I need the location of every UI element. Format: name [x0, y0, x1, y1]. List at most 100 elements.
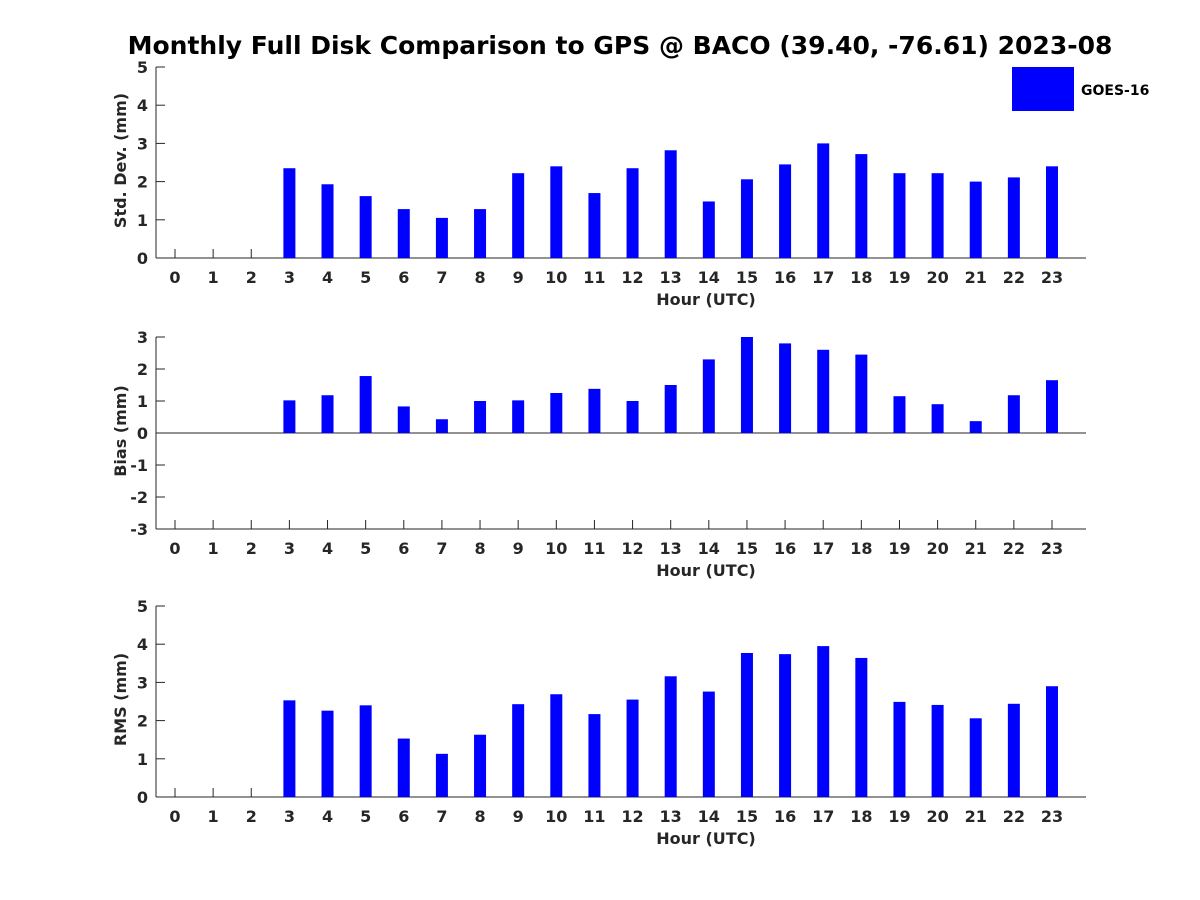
- y-axis-label: Std. Dev. (mm): [111, 93, 130, 228]
- x-tick-label: 19: [888, 807, 910, 826]
- x-tick-label: 17: [812, 807, 834, 826]
- bar-hour-4: [321, 395, 334, 433]
- x-tick-label: 19: [888, 539, 910, 558]
- bar-hour-11: [588, 193, 601, 258]
- bar-hour-11: [588, 714, 601, 797]
- bar-hour-23: [1045, 166, 1058, 258]
- x-tick-label: 3: [284, 539, 295, 558]
- bar-hour-9: [512, 400, 525, 433]
- x-tick-label: 7: [436, 268, 447, 287]
- x-tick-label: 6: [398, 539, 409, 558]
- y-tick-label: 1: [137, 750, 148, 769]
- bar-hour-15: [740, 179, 753, 258]
- x-tick-label: 22: [1003, 807, 1025, 826]
- y-tick-label: 4: [137, 96, 148, 115]
- x-axis-label: Hour (UTC): [656, 561, 756, 580]
- x-tick-label: 2: [246, 807, 257, 826]
- bar-hour-14: [702, 691, 715, 797]
- x-tick-label: 1: [208, 807, 219, 826]
- x-tick-label: 14: [698, 807, 720, 826]
- bar-hour-6: [397, 738, 410, 797]
- bar-hour-22: [1007, 703, 1020, 797]
- bar-hour-19: [893, 396, 906, 433]
- x-tick-label: 18: [850, 539, 872, 558]
- x-tick-label: 22: [1003, 268, 1025, 287]
- x-tick-label: 3: [284, 268, 295, 287]
- bar-hour-10: [550, 166, 563, 258]
- bar-hour-19: [893, 701, 906, 797]
- x-tick-label: 13: [660, 807, 682, 826]
- x-tick-label: 16: [774, 268, 796, 287]
- bar-hour-21: [969, 181, 982, 258]
- x-tick-label: 3: [284, 807, 295, 826]
- x-tick-label: 16: [774, 807, 796, 826]
- bar-hour-5: [359, 705, 372, 797]
- x-tick-label: 20: [926, 539, 948, 558]
- x-tick-label: 6: [398, 807, 409, 826]
- bar-hour-17: [817, 143, 830, 258]
- x-tick-label: 4: [322, 807, 333, 826]
- bar-hour-14: [702, 201, 715, 258]
- x-tick-label: 1: [208, 539, 219, 558]
- x-tick-label: 23: [1041, 268, 1063, 287]
- bar-hour-13: [664, 150, 677, 258]
- y-tick-label: -3: [130, 520, 148, 539]
- x-tick-label: 5: [360, 539, 371, 558]
- bar-hour-6: [397, 209, 410, 258]
- bar-hour-22: [1007, 177, 1020, 258]
- y-tick-label: 2: [137, 360, 148, 379]
- bar-hour-8: [474, 734, 487, 797]
- x-tick-label: 11: [583, 539, 605, 558]
- y-tick-label: 2: [137, 173, 148, 192]
- bar-hour-16: [779, 164, 792, 258]
- bar-hour-12: [626, 401, 639, 433]
- x-tick-label: 6: [398, 268, 409, 287]
- x-tick-label: 12: [621, 807, 643, 826]
- x-tick-label: 9: [513, 807, 524, 826]
- x-tick-label: 8: [474, 268, 485, 287]
- x-tick-label: 22: [1003, 539, 1025, 558]
- y-tick-label: 0: [137, 424, 148, 443]
- chart-title: Monthly Full Disk Comparison to GPS @ BA…: [128, 31, 1113, 60]
- y-tick-label: 2: [137, 712, 148, 731]
- y-tick-label: 5: [137, 58, 148, 77]
- x-tick-label: 4: [322, 539, 333, 558]
- x-tick-label: 10: [545, 268, 567, 287]
- bar-hour-7: [435, 217, 448, 258]
- bar-hour-19: [893, 173, 906, 258]
- bar-hour-13: [664, 676, 677, 797]
- bar-hour-21: [969, 718, 982, 797]
- x-tick-label: 17: [812, 268, 834, 287]
- x-tick-label: 8: [474, 539, 485, 558]
- bar-hour-20: [931, 173, 944, 258]
- bar-hour-5: [359, 196, 372, 258]
- bar-hour-22: [1007, 395, 1020, 433]
- x-tick-label: 15: [736, 268, 758, 287]
- bar-hour-8: [474, 209, 487, 258]
- bar-hour-11: [588, 388, 601, 433]
- x-tick-label: 16: [774, 539, 796, 558]
- y-tick-label: 0: [137, 249, 148, 268]
- x-tick-label: 2: [246, 539, 257, 558]
- x-tick-label: 14: [698, 539, 720, 558]
- y-axis-label: Bias (mm): [111, 385, 130, 477]
- x-tick-label: 2: [246, 268, 257, 287]
- y-tick-label: 4: [137, 635, 148, 654]
- x-tick-label: 7: [436, 807, 447, 826]
- bar-hour-20: [931, 404, 944, 433]
- bar-hour-7: [435, 753, 448, 797]
- y-tick-label: -1: [130, 456, 148, 475]
- x-tick-label: 11: [583, 268, 605, 287]
- bar-hour-12: [626, 168, 639, 258]
- bar-hour-14: [702, 359, 715, 433]
- bar-hour-21: [969, 421, 982, 433]
- x-tick-label: 9: [513, 268, 524, 287]
- x-tick-label: 13: [660, 539, 682, 558]
- bar-hour-17: [817, 646, 830, 797]
- x-tick-label: 17: [812, 539, 834, 558]
- y-axis-label: RMS (mm): [111, 653, 130, 746]
- y-tick-label: 3: [137, 673, 148, 692]
- x-tick-label: 5: [360, 807, 371, 826]
